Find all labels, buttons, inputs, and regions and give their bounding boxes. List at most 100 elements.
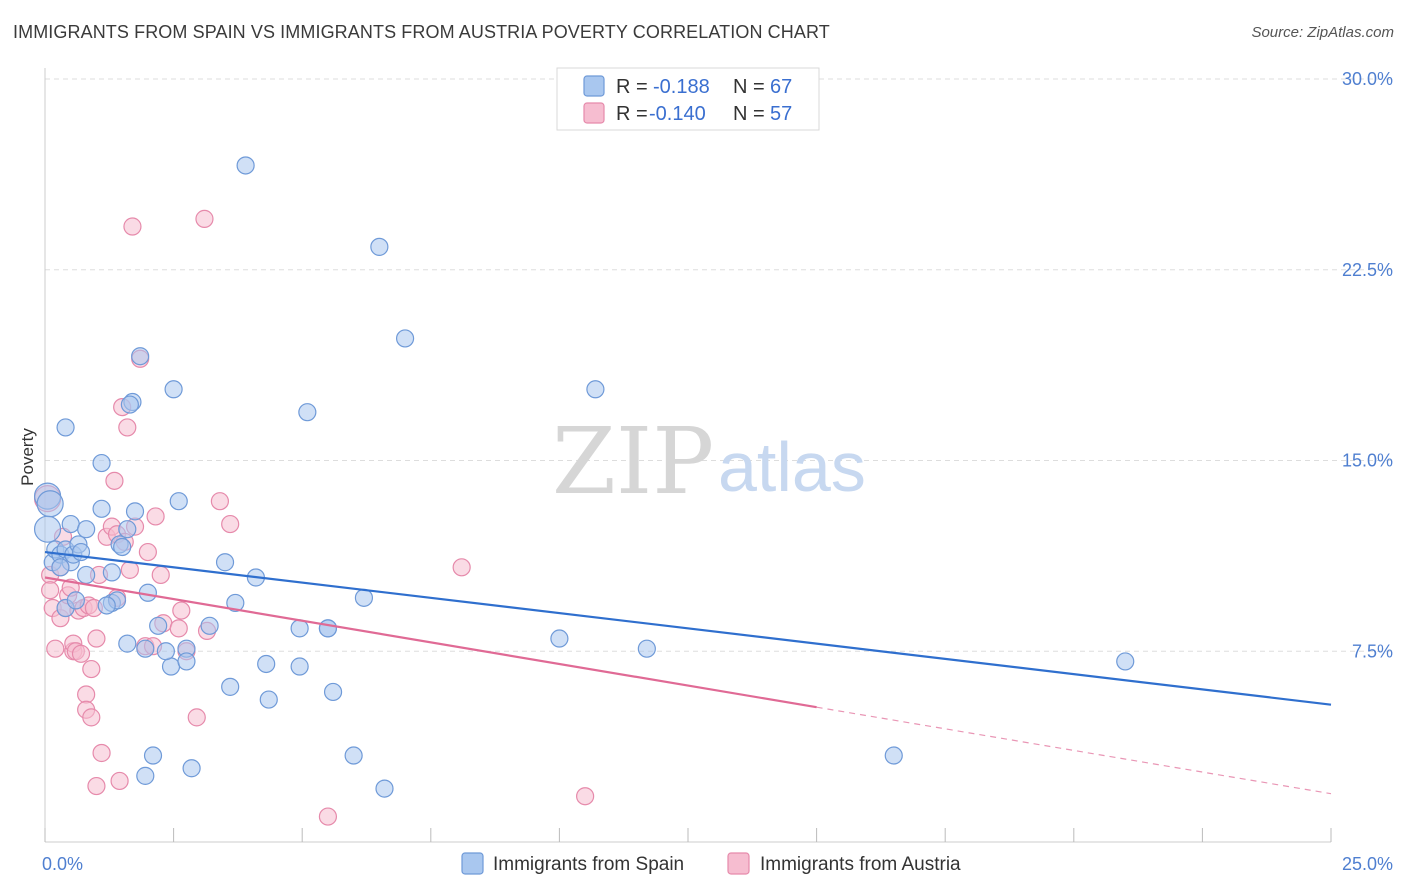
spain-point-54 <box>354 588 374 607</box>
legend-austria-n-value: 57 <box>770 103 792 125</box>
y-axis-label: Poverty <box>18 428 37 486</box>
spain-point-58 <box>102 563 121 582</box>
spain-point-32 <box>136 639 155 658</box>
legend-spain-n-value: 67 <box>770 76 792 98</box>
spain-point-60 <box>97 596 116 615</box>
spain-point-1 <box>36 490 64 518</box>
spain-point-43 <box>236 156 255 175</box>
austria-point-20 <box>82 708 101 727</box>
spain-point-62 <box>51 558 70 577</box>
spain-point-42 <box>226 593 245 613</box>
spain-point-38 <box>182 759 201 778</box>
bottom-legend-swatch-spain <box>461 852 484 875</box>
spain-point-29 <box>143 746 163 765</box>
legend-spain-n-label: N = <box>733 76 765 98</box>
x-tick-label-0: 0.0% <box>42 854 83 874</box>
austria-point-43 <box>146 507 165 526</box>
austria-point-37 <box>123 217 142 236</box>
austria-point-46 <box>169 619 188 638</box>
austria-point-54 <box>318 807 338 826</box>
spain-point-67 <box>884 746 903 765</box>
austria-point-41 <box>138 542 157 562</box>
y-tick-label-3: 30.0% <box>1342 69 1393 89</box>
austria-point-44 <box>151 565 170 585</box>
spain-point-59 <box>66 591 85 610</box>
spain-point-52 <box>323 682 343 702</box>
spain-point-33 <box>161 657 181 676</box>
y-tick-label-2: 22.5% <box>1342 260 1393 280</box>
spain-point-64 <box>586 380 605 399</box>
spain-point-46 <box>259 690 278 709</box>
watermark: ZIP atlas <box>552 408 866 515</box>
spain-point-37 <box>177 652 196 671</box>
top-legend: R = -0.188 N = 67 R = -0.140 N = 57 <box>556 67 820 131</box>
spain-point-17 <box>92 499 111 518</box>
spain-point-39 <box>200 616 219 635</box>
spain-point-53 <box>344 746 363 765</box>
legend-austria-r-label: R = <box>616 103 648 125</box>
austria-point-50 <box>195 209 214 228</box>
spain-point-55 <box>370 237 389 256</box>
spain-point-30 <box>136 766 155 785</box>
austria-point-24 <box>87 776 106 796</box>
austria-point-49 <box>187 708 206 727</box>
austria-trend-line-extension <box>816 706 1332 795</box>
austria-point-17 <box>77 685 96 704</box>
austria-trend-line <box>44 576 817 709</box>
austria-points <box>33 209 595 826</box>
austria-point-23 <box>87 629 106 648</box>
spain-point-16 <box>77 520 96 539</box>
spain-point-51 <box>318 619 338 638</box>
spain-point-25 <box>120 395 139 414</box>
spain-point-34 <box>164 380 183 399</box>
austria-point-52 <box>210 492 229 511</box>
source-label: Source: ZipAtlas.com <box>1251 24 1394 41</box>
legend-swatch-spain <box>583 75 605 97</box>
spain-points <box>33 156 1135 798</box>
spain-point-40 <box>215 553 235 572</box>
spain-point-26 <box>131 347 150 366</box>
austria-point-4 <box>46 639 65 658</box>
axes-layer <box>44 68 1332 843</box>
spain-point-65 <box>637 639 656 658</box>
spain-point-31 <box>118 634 137 653</box>
legend-swatch-austria <box>583 102 605 124</box>
spain-point-66 <box>1116 652 1135 671</box>
legend-austria-n-label: N = <box>733 103 765 125</box>
y-tick-label-1: 15.0% <box>1342 451 1393 471</box>
spain-point-12 <box>77 565 96 585</box>
spain-point-15 <box>92 453 111 473</box>
spain-point-49 <box>298 403 317 422</box>
bottom-legend-swatch-austria <box>727 852 750 875</box>
spain-trend-line <box>44 550 1332 706</box>
bottom-legend-spain: Immigrants from Spain <box>493 854 684 875</box>
austria-point-35 <box>118 418 137 437</box>
spain-point-45 <box>257 654 276 674</box>
spain-point-7 <box>61 514 80 534</box>
austria-point-55 <box>452 558 471 577</box>
legend-spain-r-label: R = <box>616 76 648 98</box>
austria-point-2 <box>41 581 60 600</box>
spain-point-61 <box>156 642 175 661</box>
trend-lines <box>44 550 1332 795</box>
austria-point-15 <box>71 644 91 663</box>
spain-point-56 <box>375 779 394 798</box>
y-tick-label-0: 7.5% <box>1352 641 1393 661</box>
spain-point-14 <box>56 418 75 437</box>
tick-labels: 7.5% 15.0% 22.5% 30.0% 0.0% 25.0% <box>42 69 1393 874</box>
spain-point-63 <box>550 629 569 648</box>
legend-austria-r-value: -0.140 <box>649 103 706 125</box>
bottom-legend-austria: Immigrants from Austria <box>760 854 961 875</box>
austria-point-32 <box>110 771 129 791</box>
bottom-legend: Immigrants from Spain Immigrants from Au… <box>461 852 961 875</box>
spain-point-22 <box>118 520 137 539</box>
spain-point-2 <box>33 515 62 543</box>
austria-point-56 <box>576 787 595 806</box>
austria-point-47 <box>172 601 191 620</box>
spain-point-57 <box>395 329 415 348</box>
spain-point-28 <box>149 616 168 635</box>
watermark-atlas: atlas <box>718 428 866 506</box>
spain-point-35 <box>169 492 188 511</box>
chart-title: IMMIGRANTS FROM SPAIN VS IMMIGRANTS FROM… <box>13 22 830 42</box>
